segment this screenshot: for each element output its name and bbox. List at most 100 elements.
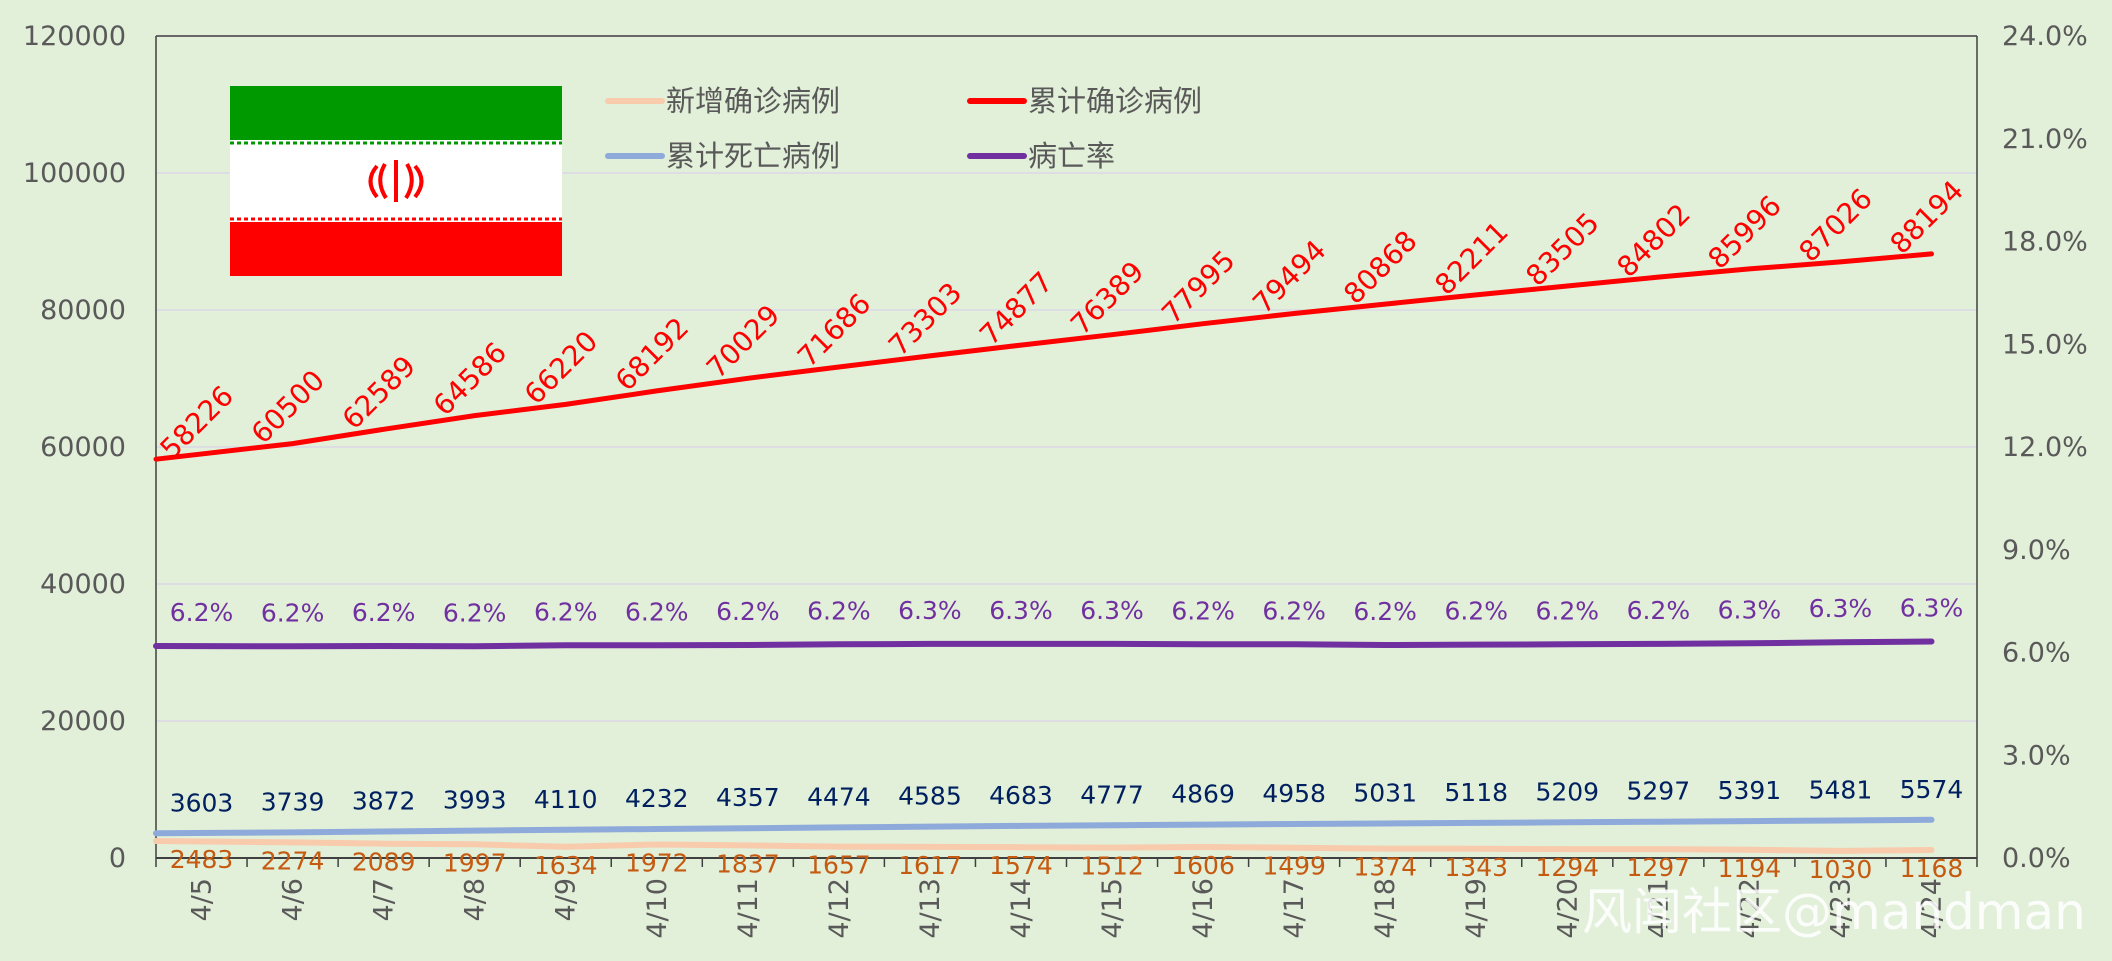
y-right-tick-label: 18.0% bbox=[2002, 227, 2088, 258]
fatality-rate-data-label: 6.2% bbox=[1171, 596, 1235, 625]
total-deaths-data-label: 4683 bbox=[989, 781, 1053, 810]
new-cases-data-label: 1030 bbox=[1809, 855, 1873, 884]
total-deaths-data-label: 4958 bbox=[1262, 779, 1326, 808]
total-deaths-data-label: 4777 bbox=[1080, 780, 1144, 809]
total-cases-data-label: 77995 bbox=[1155, 244, 1241, 330]
y-right-tick-label: 6.0% bbox=[2002, 638, 2071, 669]
y-left-tick-label: 20000 bbox=[40, 706, 126, 737]
total-deaths-data-label: 5031 bbox=[1353, 779, 1417, 808]
y-left-tick-label: 100000 bbox=[23, 158, 126, 189]
new-cases-data-label: 2274 bbox=[261, 846, 325, 875]
fatality-rate-data-label: 6.3% bbox=[1080, 596, 1144, 625]
x-tick-label: 4/19 bbox=[1461, 878, 1492, 939]
total-deaths-data-label: 5481 bbox=[1809, 775, 1873, 804]
total-cases-data-label: 62589 bbox=[336, 349, 422, 435]
total-deaths-data-label: 4585 bbox=[898, 782, 962, 811]
total-cases-data-label: 82211 bbox=[1428, 215, 1514, 301]
x-tick-label: 4/22 bbox=[1734, 878, 1765, 939]
fatality-rate-data-label: 6.2% bbox=[534, 597, 598, 626]
total-cases-data-label: 66220 bbox=[518, 325, 604, 411]
y-left-tick-label: 120000 bbox=[23, 21, 126, 52]
x-tick-label: 4/6 bbox=[278, 878, 309, 921]
x-tick-label: 4/7 bbox=[369, 878, 400, 921]
new-cases-data-label: 1297 bbox=[1627, 853, 1691, 882]
total-deaths-data-label: 4474 bbox=[807, 782, 871, 811]
new-cases-data-label: 1606 bbox=[1171, 851, 1235, 880]
total-cases-data-label: 79494 bbox=[1246, 234, 1332, 320]
y-left-tick-label: 80000 bbox=[40, 295, 126, 326]
total-cases-data-label: 64586 bbox=[427, 336, 513, 422]
total-cases-data-label: 83505 bbox=[1519, 206, 1605, 292]
new-cases-data-label: 1294 bbox=[1535, 853, 1599, 882]
fatality-rate-data-label: 6.3% bbox=[1900, 594, 1964, 623]
legend-label: 病亡率 bbox=[1028, 139, 1115, 173]
fatality-rate-line bbox=[153, 638, 1935, 650]
y-left-tick-label: 0 bbox=[109, 843, 126, 874]
fatality-rate-data-label: 6.2% bbox=[261, 598, 325, 627]
legend-label: 累计死亡病例 bbox=[666, 139, 840, 173]
total-cases-data-label: 87026 bbox=[1793, 182, 1879, 268]
total-deaths-data-label: 5297 bbox=[1627, 777, 1691, 806]
x-tick-label: 4/18 bbox=[1370, 878, 1401, 939]
new-cases-data-label: 1374 bbox=[1353, 853, 1417, 882]
legend-total-cases: 累计确诊病例 bbox=[967, 84, 1202, 118]
total-deaths-data-label: 3603 bbox=[170, 788, 234, 817]
x-tick-label: 4/23 bbox=[1825, 878, 1856, 939]
y-right-tick-label: 9.0% bbox=[2002, 535, 2071, 566]
fatality-rate-data-label: 6.2% bbox=[443, 598, 507, 627]
y-right-tick-label: 3.0% bbox=[2002, 740, 2071, 771]
total-deaths-line bbox=[153, 816, 1935, 837]
legend-new-cases: 新增确诊病例 bbox=[605, 84, 840, 118]
total-deaths-data-label: 3739 bbox=[261, 787, 325, 816]
total-cases-line bbox=[153, 251, 1934, 462]
new-cases-data-label: 1343 bbox=[1444, 853, 1508, 882]
fatality-rate-data-label: 6.2% bbox=[1353, 597, 1417, 626]
y-right-tick-label: 24.0% bbox=[2002, 21, 2088, 52]
total-deaths-data-label: 5209 bbox=[1535, 777, 1599, 806]
fatality-rate-data-label: 6.2% bbox=[1262, 596, 1326, 625]
total-cases-data-label: 76389 bbox=[1064, 255, 1150, 341]
total-deaths-data-label: 4232 bbox=[625, 784, 689, 813]
total-deaths-data-label: 4869 bbox=[1171, 780, 1235, 809]
total-deaths-data-label: 5574 bbox=[1900, 775, 1964, 804]
total-cases-data-label: 84802 bbox=[1610, 197, 1696, 283]
new-cases-line bbox=[153, 838, 1935, 854]
x-tick-label: 4/24 bbox=[1916, 878, 1947, 939]
total-deaths-data-label: 3872 bbox=[352, 786, 416, 815]
new-cases-data-label: 1499 bbox=[1262, 852, 1326, 881]
fatality-rate-data-label: 6.3% bbox=[989, 596, 1053, 625]
total-deaths-data-label: 4357 bbox=[716, 783, 780, 812]
x-tick-label: 4/12 bbox=[824, 878, 855, 939]
total-deaths-data-label: 4110 bbox=[534, 785, 598, 814]
new-cases-data-label: 1194 bbox=[1718, 854, 1782, 883]
fatality-rate-data-label: 6.2% bbox=[716, 597, 780, 626]
fatality-rate-data-label: 6.3% bbox=[1809, 594, 1873, 623]
total-cases-data-label: 70029 bbox=[700, 298, 786, 384]
new-cases-data-label: 1997 bbox=[443, 848, 507, 877]
new-cases-data-label: 1617 bbox=[898, 851, 962, 880]
y-right-tick-label: 21.0% bbox=[2002, 124, 2088, 155]
fatality-rate-data-label: 6.2% bbox=[170, 598, 234, 627]
fatality-rate-data-label: 6.3% bbox=[898, 596, 962, 625]
legend-label: 新增确诊病例 bbox=[666, 84, 840, 118]
x-tick-label: 4/9 bbox=[551, 878, 582, 921]
x-tick-label: 4/13 bbox=[915, 878, 946, 939]
iran-flag-icon bbox=[230, 86, 562, 276]
new-cases-data-label: 1972 bbox=[625, 848, 689, 877]
total-cases-data-label: 85996 bbox=[1701, 189, 1787, 275]
new-cases-data-label: 2089 bbox=[352, 848, 416, 877]
legend-fatality-rate: 病亡率 bbox=[967, 139, 1115, 173]
y-left-tick-label: 40000 bbox=[40, 569, 126, 600]
total-deaths-data-label: 5118 bbox=[1444, 778, 1508, 807]
x-tick-label: 4/11 bbox=[733, 878, 764, 939]
total-cases-data-label: 73303 bbox=[882, 276, 968, 362]
x-tick-label: 4/21 bbox=[1643, 878, 1674, 939]
new-cases-data-label: 1574 bbox=[989, 851, 1053, 880]
x-tick-label: 4/10 bbox=[642, 878, 673, 939]
x-tick-label: 4/17 bbox=[1279, 878, 1310, 939]
legend-label: 累计确诊病例 bbox=[1028, 84, 1202, 118]
new-cases-data-label: 1512 bbox=[1080, 852, 1144, 881]
fatality-rate-data-label: 6.2% bbox=[1536, 596, 1600, 625]
